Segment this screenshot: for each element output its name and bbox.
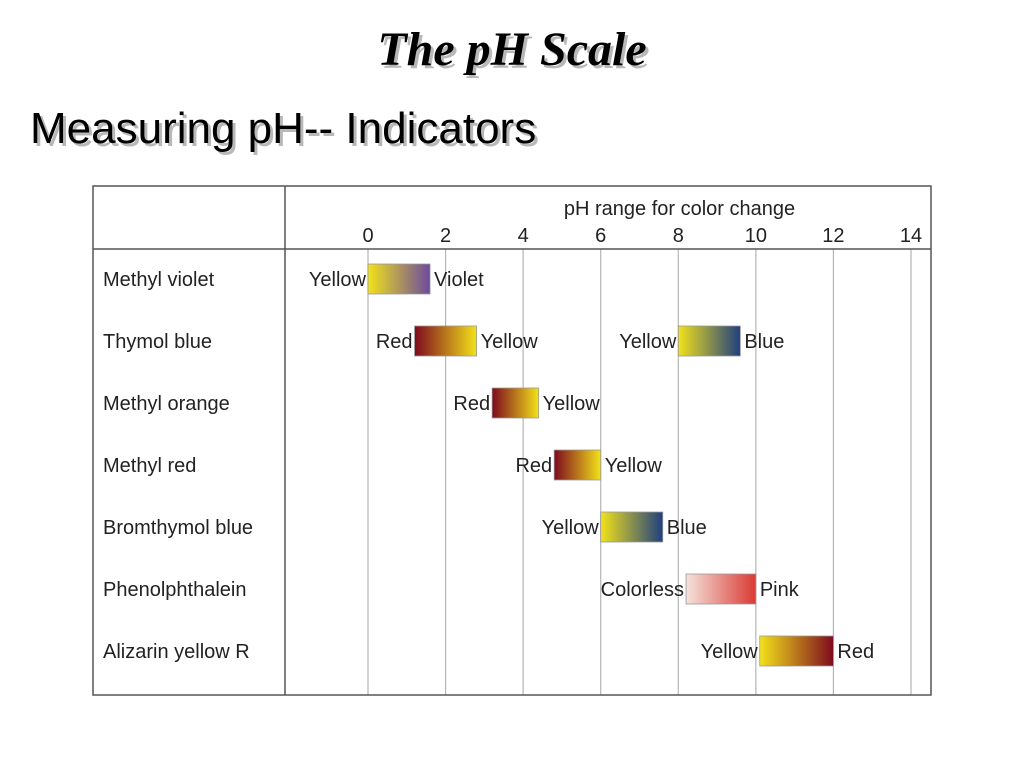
start-color-label: Yellow <box>701 641 759 663</box>
tick-label: 2 <box>440 225 451 247</box>
start-color-label: Red <box>376 331 413 353</box>
indicator-name: Thymol blue <box>103 331 212 353</box>
slide-title: The pH Scale <box>377 23 647 76</box>
end-color-label: Red <box>837 641 874 663</box>
indicator-name: Alizarin yellow R <box>103 641 250 663</box>
tick-label: 0 <box>362 225 373 247</box>
tick-label: 12 <box>822 225 844 247</box>
slide-subtitle: Measuring pH-- Indicators <box>30 104 537 153</box>
bar-layer <box>367 263 834 667</box>
end-color-label: Yellow <box>605 455 663 477</box>
indicator-name: Methyl orange <box>103 393 230 415</box>
table-border <box>92 185 932 696</box>
indicator-name: Methyl violet <box>103 269 215 291</box>
end-color-label: Blue <box>667 517 707 539</box>
color-change-bar <box>491 387 540 419</box>
color-change-bar <box>600 511 664 543</box>
color-change-bar <box>677 325 741 357</box>
chart-title: pH range for color change <box>564 198 795 220</box>
indicator-name: Bromthymol blue <box>103 517 253 539</box>
text-layer: pH range for color change 0 2 4 6 8 10 12 14 Meth… <box>103 198 922 663</box>
end-color-label: Yellow <box>543 393 601 415</box>
start-color-label: Yellow <box>619 331 677 353</box>
end-color-label: Violet <box>434 269 484 291</box>
tick-label: 6 <box>595 225 606 247</box>
color-change-bar <box>759 635 834 667</box>
grid-layer <box>367 249 912 695</box>
color-change-bar <box>414 325 477 357</box>
start-color-label: Yellow <box>542 517 600 539</box>
start-color-label: Yellow <box>309 269 367 291</box>
tick-label: 4 <box>518 225 529 247</box>
end-color-label: Blue <box>744 331 784 353</box>
end-color-label: Pink <box>760 579 800 601</box>
table-frame <box>92 185 932 696</box>
color-change-bar <box>367 263 431 295</box>
tick-label: 14 <box>900 225 922 247</box>
tick-label: 10 <box>745 225 767 247</box>
indicator-name: Phenolphthalein <box>103 579 246 601</box>
indicator-name: Methyl red <box>103 455 196 477</box>
tick-label: 8 <box>673 225 684 247</box>
color-change-bar <box>553 449 602 481</box>
start-color-label: Red <box>453 393 490 415</box>
start-color-label: Colorless <box>601 579 684 601</box>
start-color-label: Red <box>515 455 552 477</box>
color-change-bar <box>685 573 757 605</box>
end-color-label: Yellow <box>481 331 539 353</box>
